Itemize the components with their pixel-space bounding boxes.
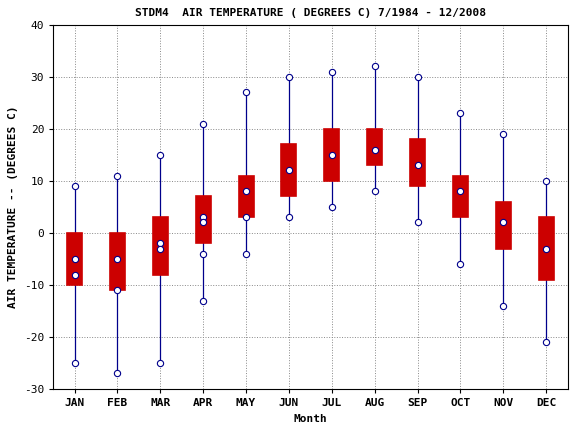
Bar xyxy=(539,217,554,280)
Bar xyxy=(153,217,168,275)
X-axis label: Month: Month xyxy=(294,414,327,424)
Bar xyxy=(67,233,82,285)
Bar xyxy=(324,129,339,181)
Bar xyxy=(110,233,125,290)
Bar xyxy=(196,197,211,243)
Title: STDM4  AIR TEMPERATURE ( DEGREES C) 7/1984 - 12/2008: STDM4 AIR TEMPERATURE ( DEGREES C) 7/198… xyxy=(135,8,486,18)
Bar xyxy=(238,176,253,217)
Bar xyxy=(367,129,382,165)
Bar xyxy=(496,202,511,248)
Y-axis label: AIR TEMPERATURE -- (DEGREES C): AIR TEMPERATURE -- (DEGREES C) xyxy=(8,106,18,308)
Bar xyxy=(410,139,425,186)
Bar xyxy=(282,144,297,197)
Bar xyxy=(453,176,468,217)
